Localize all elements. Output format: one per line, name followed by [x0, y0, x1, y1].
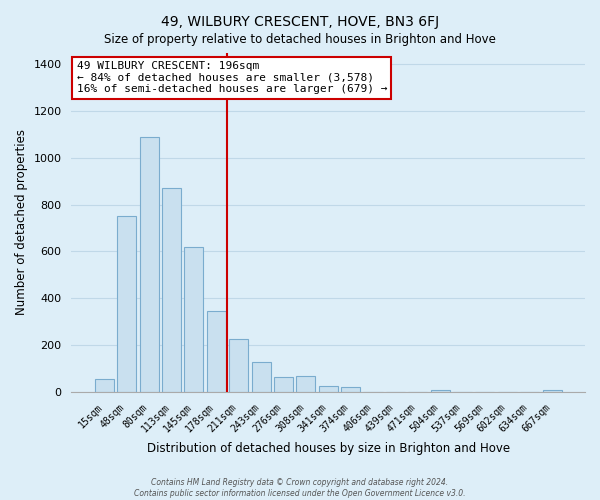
Bar [229, 340, 248, 392]
Bar [162, 188, 181, 392]
Bar [341, 388, 360, 392]
Bar [542, 390, 562, 392]
Bar [274, 376, 293, 392]
Text: 49 WILBURY CRESCENT: 196sqm
← 84% of detached houses are smaller (3,578)
16% of : 49 WILBURY CRESCENT: 196sqm ← 84% of det… [77, 61, 387, 94]
Y-axis label: Number of detached properties: Number of detached properties [15, 129, 28, 315]
Bar [117, 216, 136, 392]
Bar [140, 137, 158, 392]
X-axis label: Distribution of detached houses by size in Brighton and Hove: Distribution of detached houses by size … [146, 442, 510, 455]
Bar [319, 386, 338, 392]
Text: Contains HM Land Registry data © Crown copyright and database right 2024.
Contai: Contains HM Land Registry data © Crown c… [134, 478, 466, 498]
Text: Size of property relative to detached houses in Brighton and Hove: Size of property relative to detached ho… [104, 32, 496, 46]
Text: 49, WILBURY CRESCENT, HOVE, BN3 6FJ: 49, WILBURY CRESCENT, HOVE, BN3 6FJ [161, 15, 439, 29]
Bar [184, 247, 203, 392]
Bar [296, 376, 316, 392]
Bar [95, 379, 114, 392]
Bar [431, 390, 449, 392]
Bar [251, 362, 271, 392]
Bar [207, 311, 226, 392]
